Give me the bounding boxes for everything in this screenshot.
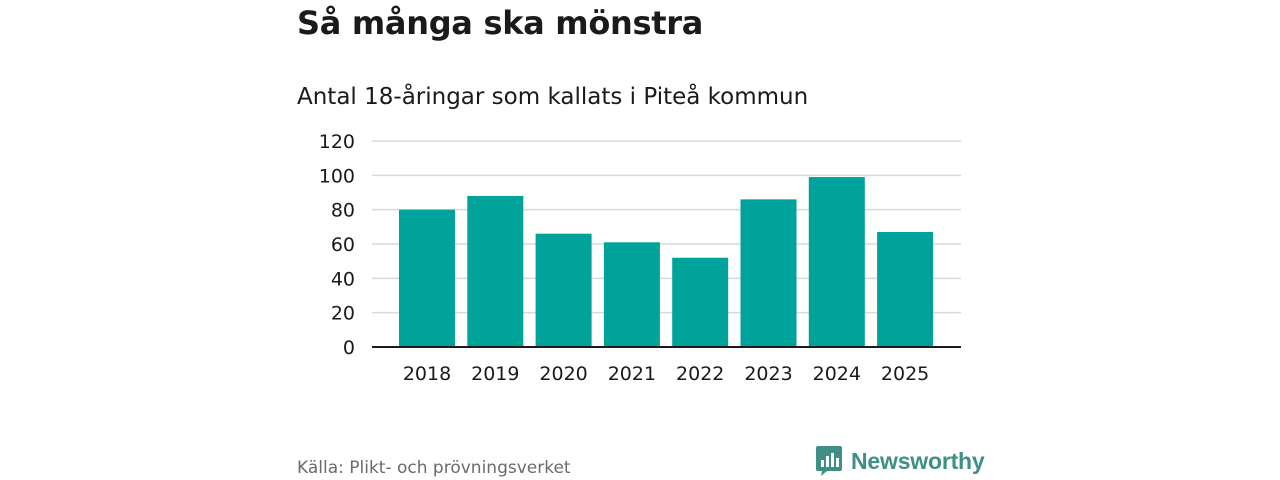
brand-name: Newsworthy [851,447,985,474]
chart-title: Så många ska mönstra [297,4,704,42]
x-tick-label: 2023 [744,363,792,385]
bar [672,257,729,347]
y-tick-label: 120 [319,131,355,153]
y-tick-label: 60 [331,234,355,256]
x-tick-label: 2021 [608,363,656,385]
bar [467,195,524,347]
y-tick-label: 80 [331,200,355,222]
bar [740,199,797,347]
source-note: Källa: Plikt- och prövningsverket [297,458,571,478]
brand-logo: Newsworthy [815,445,985,477]
bar [877,231,934,347]
chart-subtitle: Antal 18-åringar som kallats i Piteå kom… [297,84,809,110]
x-tick-label: 2018 [403,363,451,385]
bar [535,233,592,347]
x-tick-label: 2025 [881,363,929,385]
x-tick-label: 2019 [471,363,519,385]
bar [808,177,865,347]
y-tick-label: 20 [331,303,355,325]
x-tick-label: 2024 [813,363,861,385]
x-tick-label: 2020 [539,363,587,385]
y-tick-label: 0 [343,337,355,359]
bar [399,209,455,347]
bar-chart-speech-bubble-icon [816,446,842,476]
y-tick-label: 40 [331,268,355,290]
bar [603,242,660,347]
x-tick-label: 2022 [676,363,724,385]
y-tick-label: 100 [319,165,355,187]
